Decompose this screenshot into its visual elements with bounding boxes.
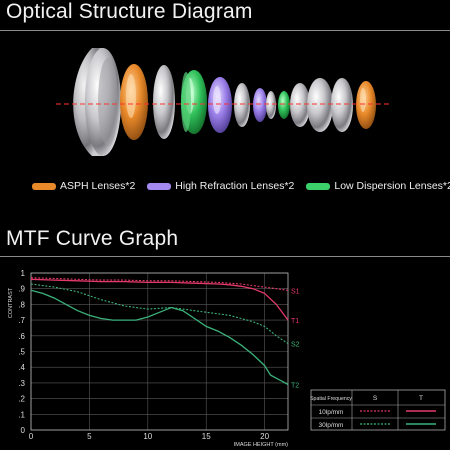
legend-row-10lp: 10lp/mm bbox=[319, 409, 344, 416]
lens-element-5 bbox=[181, 72, 191, 132]
y-tick-label: .8 bbox=[18, 300, 25, 309]
series-line-s1 bbox=[30, 277, 289, 291]
x-tick-label: 15 bbox=[202, 432, 211, 441]
y-tick-label: .2 bbox=[18, 395, 25, 404]
series-label-s2: S2 bbox=[291, 342, 300, 349]
lens-legend: ASPH Lenses*2 High Refraction Lenses*2 L… bbox=[32, 180, 450, 192]
title-divider bbox=[0, 30, 450, 31]
series-line-s2 bbox=[30, 283, 289, 345]
lens-element-9 bbox=[266, 91, 276, 119]
mtf-title: MTF Curve Graph bbox=[6, 227, 179, 250]
lens-element-3 bbox=[153, 65, 175, 139]
chart-grid bbox=[30, 272, 289, 431]
x-tick-label: 10 bbox=[143, 432, 152, 441]
x-tick-label: 0 bbox=[29, 432, 34, 441]
plot-frame bbox=[30, 272, 289, 431]
lens-element-hr-2 bbox=[253, 88, 267, 122]
y-tick-label: .9 bbox=[18, 285, 25, 294]
y-tick-label: .7 bbox=[18, 316, 25, 325]
lens-element-11 bbox=[290, 83, 310, 127]
legend-label: Low Dispersion Lenses*2 bbox=[334, 180, 450, 192]
y-tick-label: .1 bbox=[18, 410, 25, 419]
x-tick-label: 5 bbox=[87, 432, 92, 441]
legend-item-high-refraction: High Refraction Lenses*2 bbox=[147, 180, 294, 192]
mtf-divider bbox=[0, 256, 450, 257]
legend-row-30lp: 30lp/mm bbox=[319, 422, 344, 429]
series-line-t1 bbox=[30, 278, 289, 321]
y-axis-label: CONTRAST bbox=[8, 287, 14, 318]
lens-element-1 bbox=[73, 48, 121, 156]
x-axis-label: IMAGE HEIGHT (mm) bbox=[234, 442, 288, 448]
series-label-t1: T1 bbox=[291, 318, 299, 325]
legend-header-t: T bbox=[419, 395, 423, 402]
y-tick-label: .3 bbox=[18, 379, 25, 388]
series-label-t2: T2 bbox=[291, 382, 299, 389]
lens-element-asph-1 bbox=[120, 64, 148, 140]
y-tick-label: 1 bbox=[21, 269, 26, 278]
y-tick-labels: 0 .1 .2 .3 .4 .5 .6 .7 .8 .9 1 bbox=[18, 269, 25, 435]
legend-swatch-purple bbox=[147, 182, 172, 190]
legend-swatch-green bbox=[306, 182, 331, 190]
lens-element-asph-2 bbox=[356, 81, 376, 129]
y-tick-label: .4 bbox=[18, 363, 25, 372]
x-tick-labels: 0 5 10 15 20 bbox=[29, 432, 270, 441]
series-line-t2 bbox=[30, 289, 289, 386]
lens-element-13 bbox=[331, 78, 353, 132]
lens-element-12 bbox=[307, 78, 333, 132]
y-tick-label: 0 bbox=[21, 426, 26, 435]
mtf-legend-table: Spatial Frequency S T 10lp/mm 30lp/mm bbox=[310, 389, 446, 431]
lens-element-hr-1 bbox=[208, 77, 232, 133]
legend-item-asph: ASPH Lenses*2 bbox=[32, 180, 135, 192]
legend-label: High Refraction Lenses*2 bbox=[175, 180, 295, 192]
x-tick-label: 20 bbox=[260, 432, 269, 441]
chart-series bbox=[30, 277, 289, 386]
lens-element-7 bbox=[234, 83, 250, 127]
legend-label: ASPH Lenses*2 bbox=[60, 180, 136, 192]
legend-header-s: S bbox=[373, 395, 378, 402]
legend-swatch-orange bbox=[32, 182, 56, 190]
y-tick-label: .6 bbox=[18, 332, 25, 341]
series-labels: S1 T1 S2 T2 bbox=[291, 288, 300, 389]
lens-structure-diagram bbox=[56, 48, 392, 156]
lens-element-ld-2 bbox=[278, 91, 290, 119]
y-tick-label: .5 bbox=[18, 348, 25, 357]
legend-item-low-dispersion: Low Dispersion Lenses*2 bbox=[306, 180, 450, 192]
legend-header-frequency: Spatial Frequency bbox=[310, 396, 352, 402]
optical-structure-title: Optical Structure Diagram bbox=[6, 0, 253, 23]
mtf-chart: 0 .1 .2 .3 .4 .5 .6 .7 .8 .9 1 0 5 10 15 20 S1 T1 S2 T2 C… bbox=[8, 269, 446, 448]
series-label-s1: S1 bbox=[291, 288, 300, 295]
